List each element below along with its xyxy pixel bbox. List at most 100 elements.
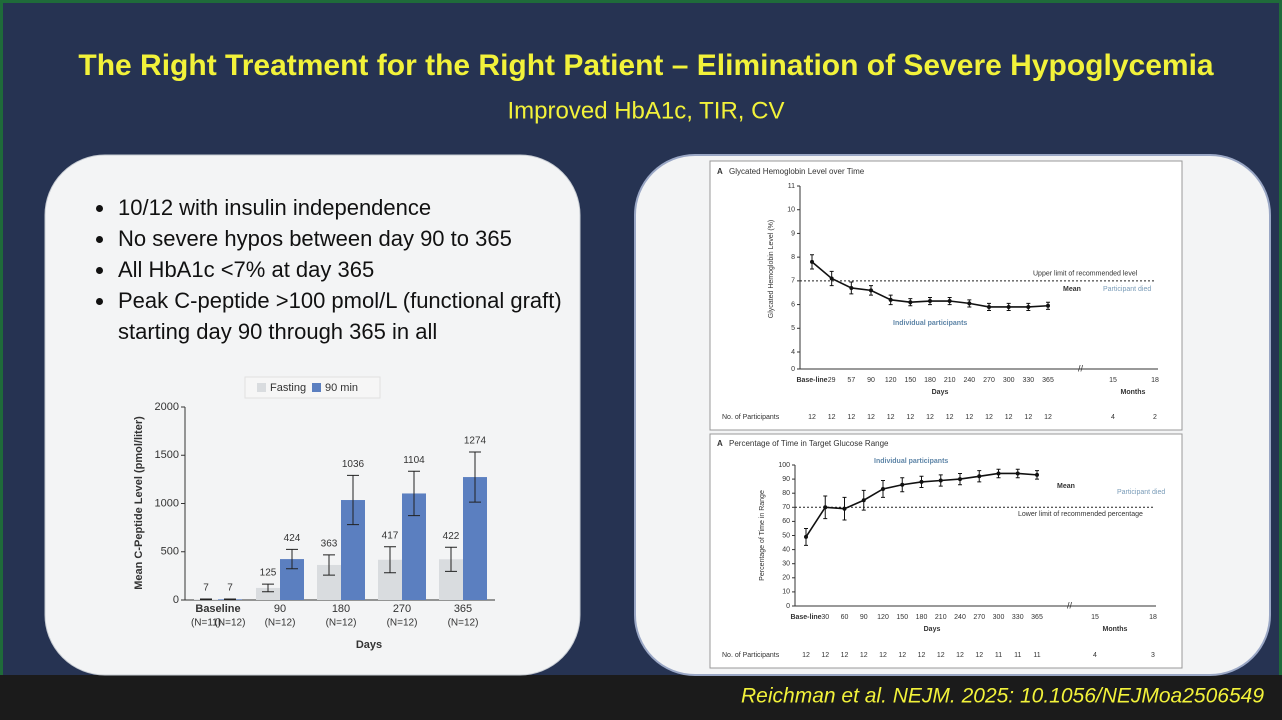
mean-point (842, 506, 847, 511)
n-label: (N=12) (265, 618, 296, 629)
chart-title: Percentage of Time in Target Glucose Ran… (729, 439, 889, 448)
participant-count: 12 (918, 652, 926, 659)
participant-count: 12 (956, 652, 964, 659)
x-tick-label: 330 (1022, 377, 1034, 384)
participant-count: 12 (841, 652, 849, 659)
n-label: (N=11) (191, 618, 221, 629)
error-bar (262, 583, 274, 593)
legend-swatch (312, 383, 321, 392)
series-label: Mean (1063, 286, 1081, 293)
x-tick-label: 270 (983, 377, 995, 384)
value-label: 125 (260, 568, 277, 579)
legend-label: Fasting (270, 382, 306, 394)
y-tick-label: 100 (778, 462, 790, 469)
participant-count: 12 (906, 414, 914, 421)
annotation: Participant died (1103, 286, 1151, 293)
panel-letter: A (717, 167, 723, 176)
x-tick-label: 300 (993, 614, 1005, 621)
mean-point (881, 486, 885, 491)
x-tick-label: 15 (1109, 377, 1117, 384)
x-tick-label: 120 (877, 614, 889, 621)
y-tick-label: 0 (791, 366, 795, 373)
n-label: (N=12) (387, 618, 418, 629)
mean-point (849, 285, 854, 290)
x-tick-label: Base-line (790, 614, 821, 621)
citation: Reichman et al. NEJM. 2025: 10.1056/NEJM… (741, 685, 1264, 708)
mean-point (829, 276, 834, 281)
axis-break: // (1067, 600, 1073, 610)
annotation: Individual participants (874, 458, 948, 465)
x-tick-label: 30 (821, 614, 829, 621)
mean-point (1035, 472, 1039, 477)
y-axis-label: Glycated Hemoglobin Level (%) (768, 220, 775, 318)
chart-frame (709, 433, 1183, 669)
x-tick-label: 240 (963, 377, 975, 384)
mean-point (888, 297, 893, 302)
x-axis-label: Days (924, 626, 941, 633)
y-tick-label: 1000 (155, 497, 179, 509)
y-tick-label: 6 (791, 301, 795, 308)
participant-count: 4 (1111, 414, 1115, 421)
y-tick-label: 10 (787, 207, 795, 214)
x-tick-label: 120 (885, 377, 897, 384)
value-label: 1104 (403, 455, 425, 466)
bullet: No severe hypos between day 90 to 365 (116, 223, 596, 254)
annotation: Individual participants (893, 320, 967, 327)
bullet: All HbA1c <7% at day 365 (116, 254, 596, 285)
y-tick-label: 7 (791, 278, 795, 285)
months-label: Months (1103, 626, 1128, 633)
value-label: 1274 (464, 436, 487, 447)
error-bar (286, 548, 298, 570)
y-tick-label: 10 (782, 589, 790, 596)
value-label: 417 (382, 530, 399, 541)
participant-count: 12 (965, 414, 973, 421)
mean-point (1006, 304, 1011, 309)
n-label: (N=12) (448, 618, 479, 629)
participant-count: 12 (1044, 414, 1052, 421)
bullet: 10/12 with insulin independence (116, 192, 596, 223)
participant-count: 12 (975, 652, 983, 659)
mean-point (1015, 471, 1020, 476)
y-axis-label: Percentage of Time in Range (759, 490, 766, 581)
y-tick-label: 0 (173, 594, 179, 606)
slide-title: The Right Treatment for the Right Patien… (78, 49, 1214, 82)
y-tick-label: 0 (786, 603, 790, 610)
x-tick-label: 150 (904, 377, 916, 384)
mean-point (900, 482, 905, 487)
participant-count: 3 (1151, 652, 1155, 659)
participant-count: 12 (860, 652, 868, 659)
participant-count: 12 (802, 652, 810, 659)
y-tick-label: 5 (791, 325, 795, 332)
y-tick-label: 2000 (155, 401, 179, 413)
participant-count: 12 (828, 414, 836, 421)
y-tick-label: 50 (782, 532, 790, 539)
mean-point (1026, 304, 1031, 309)
annotation: Participant died (1117, 489, 1165, 496)
participant-count: 12 (946, 414, 954, 421)
bar (256, 587, 280, 600)
mean-point (938, 478, 943, 483)
participant-count: 4 (1093, 652, 1097, 659)
error-bar (445, 546, 457, 572)
x-tick-label: 300 (1003, 377, 1015, 384)
mean-point (987, 304, 991, 309)
y-tick-label: 8 (791, 254, 795, 261)
x-tick-label: 60 (841, 614, 849, 621)
value-label: 422 (443, 531, 460, 542)
mean-point (947, 299, 952, 304)
mean-point (810, 259, 814, 264)
value-label: 1036 (342, 459, 365, 470)
participant-count: 11 (995, 652, 1002, 659)
x-tick-label: 365 (1042, 377, 1054, 384)
mean-point (919, 479, 924, 484)
y-tick-label: 90 (782, 476, 790, 483)
error-bar (323, 554, 335, 576)
x-tick-label: 270 (393, 603, 411, 615)
participants-label: No. of Participants (722, 652, 780, 659)
y-tick-label: 1500 (155, 449, 179, 461)
mean-point (967, 301, 972, 306)
value-label: 363 (321, 538, 338, 549)
x-tick-label: 15 (1091, 614, 1099, 621)
mean-point (977, 474, 982, 479)
y-tick-label: 80 (782, 490, 790, 497)
